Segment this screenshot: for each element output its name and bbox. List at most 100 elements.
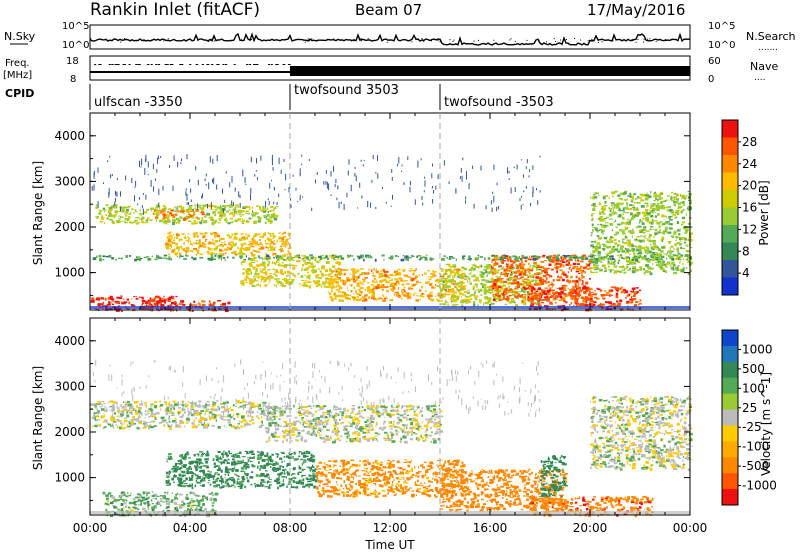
power-cell — [161, 208, 164, 210]
noise-search-dot — [197, 40, 199, 42]
power-cell — [377, 283, 380, 287]
power-cell — [561, 273, 564, 275]
power-cell — [663, 253, 667, 255]
power-cell — [552, 259, 555, 263]
power-scatter-cell — [507, 167, 508, 174]
power-cell — [331, 282, 336, 284]
power-cell — [205, 214, 207, 218]
power-cell — [604, 219, 606, 222]
power-cell — [635, 238, 639, 242]
power-cell — [620, 198, 624, 201]
power-cell — [610, 202, 615, 204]
power-cell — [680, 237, 685, 240]
power-cell — [159, 299, 162, 302]
power-cell — [329, 280, 331, 284]
power-cell — [452, 265, 457, 268]
power-cell — [633, 252, 636, 255]
power-cell — [689, 247, 693, 249]
power-cell — [620, 286, 623, 289]
power-cell — [224, 309, 229, 313]
power-cell — [254, 272, 257, 276]
power-cell — [328, 279, 333, 281]
power-cell — [635, 246, 640, 248]
power-cell — [689, 269, 692, 272]
power-cell — [276, 269, 278, 272]
power-cell — [217, 256, 221, 258]
power-cell — [529, 264, 532, 268]
power-cell — [603, 205, 608, 207]
power-cell — [251, 284, 256, 287]
power-cell — [500, 288, 504, 290]
power-cell — [491, 269, 496, 272]
power-scatter-cell — [335, 178, 337, 184]
power-cell — [610, 222, 613, 226]
power-cell — [222, 257, 226, 259]
power-cell — [604, 290, 607, 292]
power-cell — [523, 287, 528, 290]
power-cell — [659, 232, 664, 234]
power-range-axis-label: Slant Range [km] — [31, 161, 45, 265]
power-cell — [561, 288, 565, 290]
power-cell — [666, 231, 669, 234]
power-cell — [473, 301, 476, 304]
power-cell — [442, 280, 445, 283]
power-cell — [630, 212, 633, 216]
power-cell — [257, 243, 260, 247]
power-cell — [537, 300, 541, 303]
power-cell — [579, 294, 582, 296]
velocity-cell — [112, 427, 115, 429]
power-cell — [689, 256, 692, 260]
velocity-cell — [217, 426, 221, 429]
power-cell — [508, 286, 511, 288]
power-cell — [307, 261, 311, 264]
power-cell — [288, 279, 291, 281]
noise-search-dot — [106, 40, 108, 41]
power-cell — [262, 261, 266, 265]
power-cell — [204, 220, 207, 223]
power-cell — [403, 290, 406, 293]
power-cell — [187, 241, 189, 244]
power-cell — [325, 274, 329, 276]
power-cell — [546, 295, 549, 298]
power-cell — [661, 260, 664, 263]
power-cell — [179, 210, 183, 213]
power-cell — [512, 255, 516, 257]
power-cell — [537, 298, 541, 301]
power-cell — [685, 244, 688, 247]
power-cell — [187, 236, 189, 238]
power-cell — [613, 203, 616, 206]
power-cell — [162, 210, 167, 212]
power-scatter-cell — [403, 182, 405, 186]
power-cell — [525, 294, 528, 296]
power-cell — [287, 248, 291, 250]
power-scatter-cell — [435, 185, 437, 190]
power-cell — [627, 243, 632, 247]
power-cell — [107, 297, 112, 300]
power-cell — [632, 228, 634, 232]
power-scatter-cell — [459, 176, 461, 179]
power-cell — [506, 257, 511, 260]
power-cell — [277, 257, 281, 259]
power-cell — [581, 255, 585, 258]
power-cell — [372, 275, 374, 277]
power-cell — [492, 302, 495, 305]
power-cell — [311, 266, 315, 269]
power-scatter-cell — [196, 203, 198, 210]
power-cell — [652, 228, 654, 230]
power-range-tick-label: 3000 — [54, 174, 85, 188]
power-cell — [208, 204, 213, 208]
power-cell — [491, 281, 496, 284]
power-cell — [212, 212, 215, 215]
power-scatter-cell — [273, 201, 275, 205]
power-cell — [660, 193, 664, 195]
power-cell — [151, 255, 153, 257]
power-cell — [542, 267, 546, 269]
power-cell — [635, 248, 640, 252]
power-cell — [182, 300, 185, 303]
power-cell — [259, 242, 262, 245]
power-scatter-cell — [375, 171, 377, 174]
power-cell — [249, 243, 253, 245]
power-cell — [581, 275, 585, 279]
power-cell — [638, 221, 640, 224]
